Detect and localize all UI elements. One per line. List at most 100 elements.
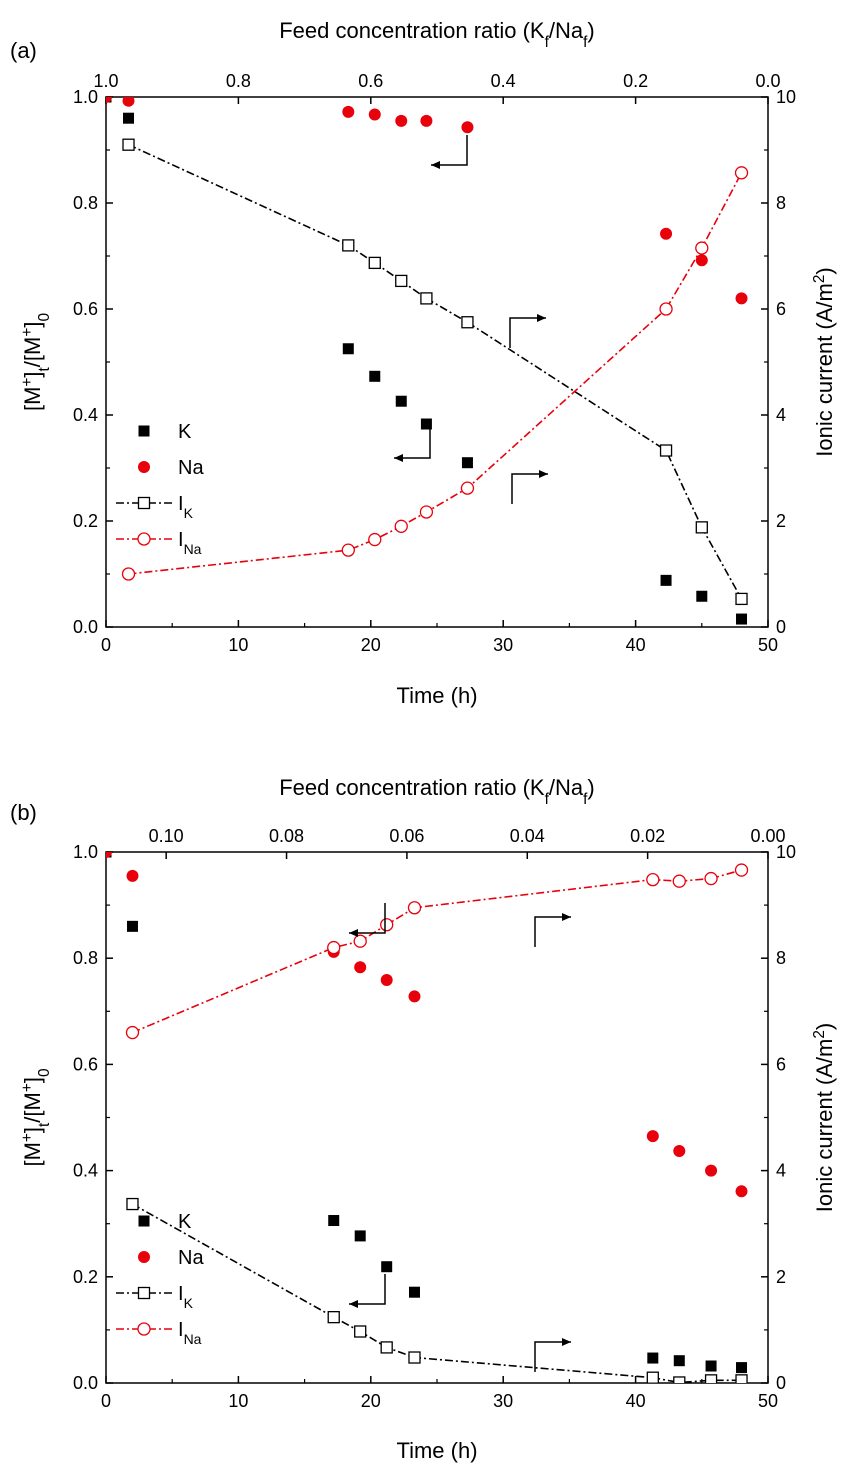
plot-area (106, 97, 749, 625)
data-point-na (368, 108, 381, 121)
data-point-na (673, 1144, 686, 1157)
data-point-i-k (420, 292, 433, 305)
top-tick-label: 0.4 (491, 71, 516, 91)
legend-marker-i-k (137, 496, 151, 510)
data-point-i-k (342, 239, 355, 252)
top-tick-label: 0.06 (389, 826, 424, 846)
y-right-tick-label: 0 (776, 1373, 786, 1393)
chart-panel-a: (a) Feed concentration ratio (Kf/Naf) 0 10 2… (10, 18, 837, 708)
data-point-na (380, 973, 393, 986)
data-point-i-na (407, 901, 422, 915)
data-point-k (123, 112, 135, 124)
y-left-tick-label: 0.8 (73, 948, 98, 968)
arrow-head (349, 1300, 358, 1308)
data-point-na (420, 114, 433, 127)
arrow-shaft (349, 903, 386, 934)
arrow-shaft (511, 473, 548, 504)
data-point-i-na (695, 241, 709, 255)
y-right-axis-title: Ionic current (A/m2) (811, 267, 838, 457)
y-right-tick-label: 2 (776, 1267, 786, 1287)
data-point-na (106, 97, 112, 103)
y-right-tick-label: 2 (776, 511, 786, 531)
x-axis-title: Time (h) (396, 683, 477, 708)
x-tick-label: 20 (361, 635, 381, 655)
top-axis-title: Feed concentration ratio (Kf/Naf) (279, 775, 595, 808)
arrow-shaft (394, 428, 431, 459)
legend-marker-i-na (137, 1322, 151, 1336)
data-point-na (461, 121, 474, 134)
legend-marker-k (138, 425, 150, 437)
data-point-i-k (126, 1197, 139, 1211)
data-point-k (705, 1360, 717, 1372)
data-point-i-k (395, 274, 408, 288)
top-tick-label: 0.2 (623, 71, 648, 91)
top-tick-label: 0.0 (755, 71, 780, 91)
y-right-tick-label: 4 (776, 1161, 786, 1181)
data-point-na (126, 869, 139, 882)
data-point-k (126, 920, 138, 932)
data-point-i-na (734, 166, 749, 180)
y-left-tick-label: 1.0 (73, 87, 98, 107)
right-axis-pointer-arrow (511, 470, 548, 504)
data-point-na (705, 1164, 718, 1177)
data-point-k (660, 574, 672, 586)
arrow-head (562, 913, 571, 921)
data-point-k (328, 1215, 340, 1227)
legend-label-i-na: INa (178, 529, 202, 557)
y-left-tick-label: 0.2 (73, 511, 98, 531)
top-tick-label: 0.04 (510, 826, 545, 846)
data-point-na (106, 852, 112, 858)
y-left-axis-title: [M+]t/[M+]0 (19, 1068, 53, 1166)
y-left-tick-label: 0.4 (73, 1161, 98, 1181)
data-point-i-k (704, 1374, 718, 1383)
x-tick-label: 50 (758, 1391, 778, 1411)
data-point-k (673, 1355, 685, 1367)
y-left-tick-label: 1.0 (73, 842, 98, 862)
data-point-k (408, 1286, 420, 1298)
chart-panel-b: (b) Feed concentration ratio (Kf/Naf) 0 10 2… (10, 775, 837, 1463)
x-tick-label: 30 (493, 635, 513, 655)
top-tick-label: 0.08 (269, 826, 304, 846)
right-axis-pointer-arrow (534, 913, 571, 947)
data-point-k (395, 395, 407, 407)
plot-frame (105, 851, 769, 1384)
data-point-k (420, 418, 432, 430)
data-point-k (647, 1352, 659, 1364)
data-point-i-k (368, 256, 381, 270)
data-point-i-k (673, 1376, 686, 1383)
data-point-i-na (394, 519, 408, 533)
y-left-tick-label: 0.0 (73, 617, 98, 637)
data-point-na (342, 105, 355, 118)
legend-marker-k (138, 1215, 150, 1227)
left-axis-pointer-arrow (394, 428, 431, 462)
legend-marker-na (138, 461, 150, 473)
y-left-tick-label: 0.6 (73, 299, 98, 319)
data-point-i-k (461, 316, 474, 329)
y-left-tick-label: 0.6 (73, 1054, 98, 1074)
legend-label-k: K (178, 1211, 192, 1233)
x-tick-label: 30 (493, 1391, 513, 1411)
data-point-i-na (368, 532, 382, 547)
series-line-i-na (132, 869, 742, 1034)
data-point-i-na (704, 871, 718, 886)
data-point-i-na (659, 302, 673, 316)
legend-label-k: K (178, 421, 192, 443)
series-line-i-na (128, 172, 743, 575)
data-point-k (736, 613, 748, 625)
arrow-shaft (534, 1341, 571, 1372)
x-axis-title: Time (h) (396, 1438, 477, 1463)
top-axis-title: Feed concentration ratio (Kf/Naf) (279, 18, 595, 51)
data-point-i-k (327, 1311, 340, 1324)
data-point-i-na (460, 481, 475, 495)
data-point-i-na (327, 940, 341, 955)
legend-marker-na (138, 1251, 150, 1263)
arrow-head (349, 929, 358, 937)
top-tick-label: 0.8 (226, 71, 251, 91)
x-tick-label: 10 (228, 1391, 248, 1411)
x-tick-label: 40 (626, 635, 646, 655)
right-axis-pointer-arrow (534, 1338, 571, 1372)
panel-label: (a) (10, 38, 37, 63)
legend-label-i-k: IK (178, 1283, 194, 1311)
data-point-na (695, 254, 708, 267)
